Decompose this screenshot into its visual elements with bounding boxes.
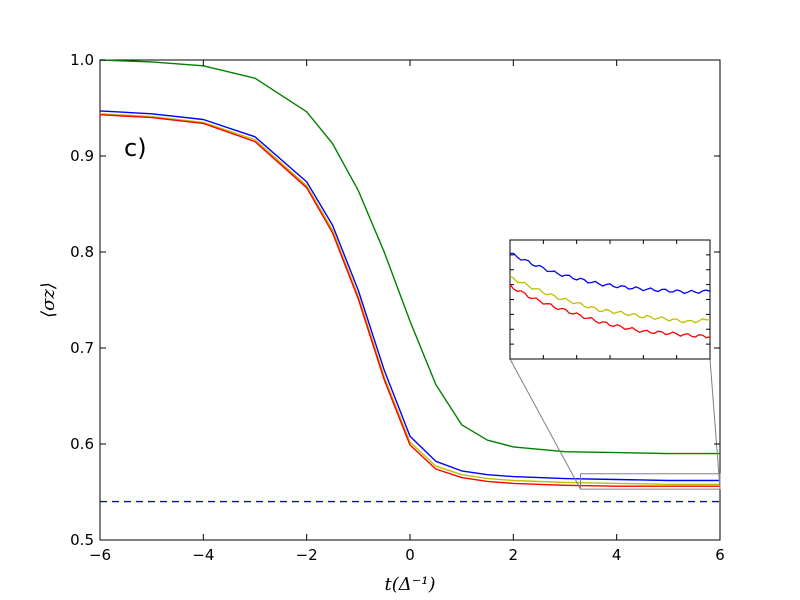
y-tick-label: 0.8 — [70, 243, 94, 261]
series-line-4 — [99, 114, 720, 487]
y-tick-label: 0.6 — [70, 435, 94, 453]
x-tick-label: −2 — [296, 546, 318, 564]
panel-label: c) — [124, 134, 147, 162]
y-tick-label: 1.0 — [70, 51, 94, 69]
inset-series-line-1 — [509, 252, 711, 295]
zoom-region-box — [580, 473, 721, 490]
y-tick-label: 0.7 — [70, 339, 94, 357]
x-tick-label: 0 — [405, 546, 415, 564]
x-tick-label: 4 — [612, 546, 622, 564]
inset-frame — [509, 239, 711, 360]
x-tick-label: −4 — [192, 546, 214, 564]
axis-ticks: −6 −4 −2 0 2 4 6 0.5 0.6 0.7 0.8 0.9 1.0 — [70, 51, 725, 564]
zoom-connector-right — [709, 358, 721, 490]
inset-plot-area — [509, 239, 721, 490]
inset-series-line-2 — [509, 275, 711, 324]
y-axis-label: ⟨σz⟩ — [38, 282, 59, 318]
x-tick-label: −6 — [89, 546, 111, 564]
x-axis-label: t(Δ⁻¹) — [385, 574, 436, 595]
y-tick-label: 0.9 — [70, 147, 94, 165]
x-tick-label: 6 — [715, 546, 725, 564]
inset-series-line-3 — [509, 284, 711, 339]
series-line-2 — [99, 110, 720, 482]
zoom-connector-left — [509, 358, 581, 490]
x-tick-label: 2 — [509, 546, 519, 564]
series-line-3 — [99, 113, 720, 485]
series-line-1 — [99, 59, 720, 455]
y-tick-label: 0.5 — [70, 531, 94, 549]
